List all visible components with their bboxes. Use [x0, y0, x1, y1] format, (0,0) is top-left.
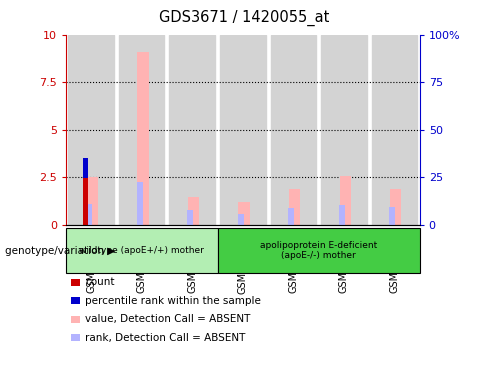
Bar — [372, 35, 417, 225]
Bar — [289, 189, 300, 225]
Bar — [239, 202, 249, 225]
Bar — [270, 35, 316, 225]
Bar — [83, 158, 88, 178]
Text: value, Detection Call = ABSENT: value, Detection Call = ABSENT — [85, 314, 251, 324]
Bar — [86, 204, 92, 225]
Bar — [339, 205, 345, 225]
Bar — [321, 35, 366, 225]
Bar — [187, 210, 193, 225]
Bar — [389, 207, 395, 225]
Text: genotype/variation ▶: genotype/variation ▶ — [5, 245, 115, 256]
Text: count: count — [85, 277, 115, 287]
Bar — [169, 35, 215, 225]
Text: percentile rank within the sample: percentile rank within the sample — [85, 296, 261, 306]
Bar — [340, 176, 351, 225]
Text: wildtype (apoE+/+) mother: wildtype (apoE+/+) mother — [79, 246, 204, 255]
Bar — [188, 197, 199, 225]
Bar — [137, 182, 142, 225]
Text: GDS3671 / 1420055_at: GDS3671 / 1420055_at — [159, 10, 329, 26]
Bar — [288, 209, 294, 225]
Text: rank, Detection Call = ABSENT: rank, Detection Call = ABSENT — [85, 333, 246, 343]
Bar — [218, 228, 420, 273]
Bar — [390, 189, 401, 225]
Bar — [238, 214, 244, 225]
Bar — [220, 35, 265, 225]
Text: apolipoprotein E-deficient
(apoE-/-) mother: apolipoprotein E-deficient (apoE-/-) mot… — [260, 241, 377, 260]
Bar — [66, 228, 218, 273]
Bar — [119, 35, 164, 225]
Bar — [68, 35, 114, 225]
Bar — [87, 177, 98, 225]
Bar — [138, 52, 148, 225]
Bar — [83, 178, 88, 225]
